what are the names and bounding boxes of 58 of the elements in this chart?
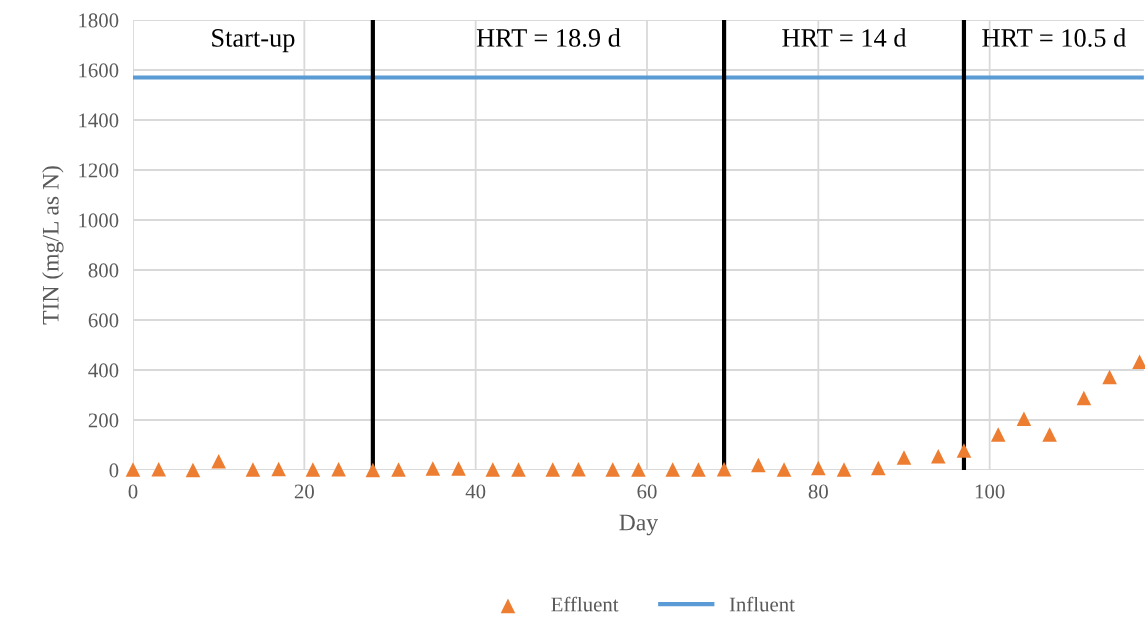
point (836, 462, 852, 477)
y-tick-label: 1600 (79, 63, 119, 78)
x-tick-label: 100 (975, 484, 1005, 499)
point (716, 461, 732, 477)
legend-label: Effluent (551, 596, 619, 612)
point (125, 462, 141, 477)
point (751, 457, 766, 473)
x-tick-label: 80 (808, 484, 828, 499)
point (1042, 427, 1057, 442)
x-tick-label: 0 (128, 484, 138, 499)
annotation: HRT = 14 d (782, 28, 907, 47)
point (571, 461, 586, 477)
y-tick-label: 800 (88, 263, 119, 278)
y-tick-label: 400 (88, 363, 119, 378)
point (451, 461, 466, 476)
y-tick-label: 1200 (79, 163, 119, 178)
point (305, 462, 321, 477)
point (776, 462, 792, 477)
point (956, 443, 972, 458)
y-tick-label: 200 (88, 413, 119, 428)
y-tick-label: 0 (109, 463, 119, 478)
point (511, 462, 526, 477)
y-tick-label: 1000 (79, 213, 119, 228)
point (691, 462, 706, 477)
point (896, 450, 912, 465)
point (990, 427, 1006, 442)
point (331, 461, 346, 477)
y-tick-label: 1800 (79, 13, 119, 28)
point (391, 462, 406, 477)
point (871, 460, 886, 476)
point (271, 461, 286, 477)
point (811, 460, 826, 476)
point (425, 461, 441, 476)
legend-label: Influent (729, 596, 795, 612)
point (605, 462, 621, 477)
y-axis-title: TIN (mg/L as N) (42, 166, 64, 325)
point (485, 462, 501, 477)
point (930, 448, 946, 464)
point (211, 453, 226, 469)
point (631, 462, 646, 477)
point (1102, 369, 1117, 385)
point (365, 462, 381, 478)
annotation: HRT = 10.5 d (982, 28, 1126, 47)
point (185, 462, 201, 478)
point (545, 462, 561, 477)
point (1076, 390, 1092, 406)
annotation: Start-up (212, 29, 295, 53)
x-tick-label: 20 (294, 484, 314, 499)
annotation: HRT = 18.9 d (476, 28, 621, 47)
point (151, 461, 166, 477)
point (1016, 411, 1032, 427)
x-tick-label: 40 (465, 484, 486, 499)
point (245, 462, 261, 477)
x-tick-label: 60 (637, 484, 657, 499)
x-axis-title: Day (619, 514, 658, 536)
point (665, 462, 680, 477)
y-tick-label: 1400 (79, 113, 119, 128)
y-tick-label: 600 (88, 313, 119, 328)
